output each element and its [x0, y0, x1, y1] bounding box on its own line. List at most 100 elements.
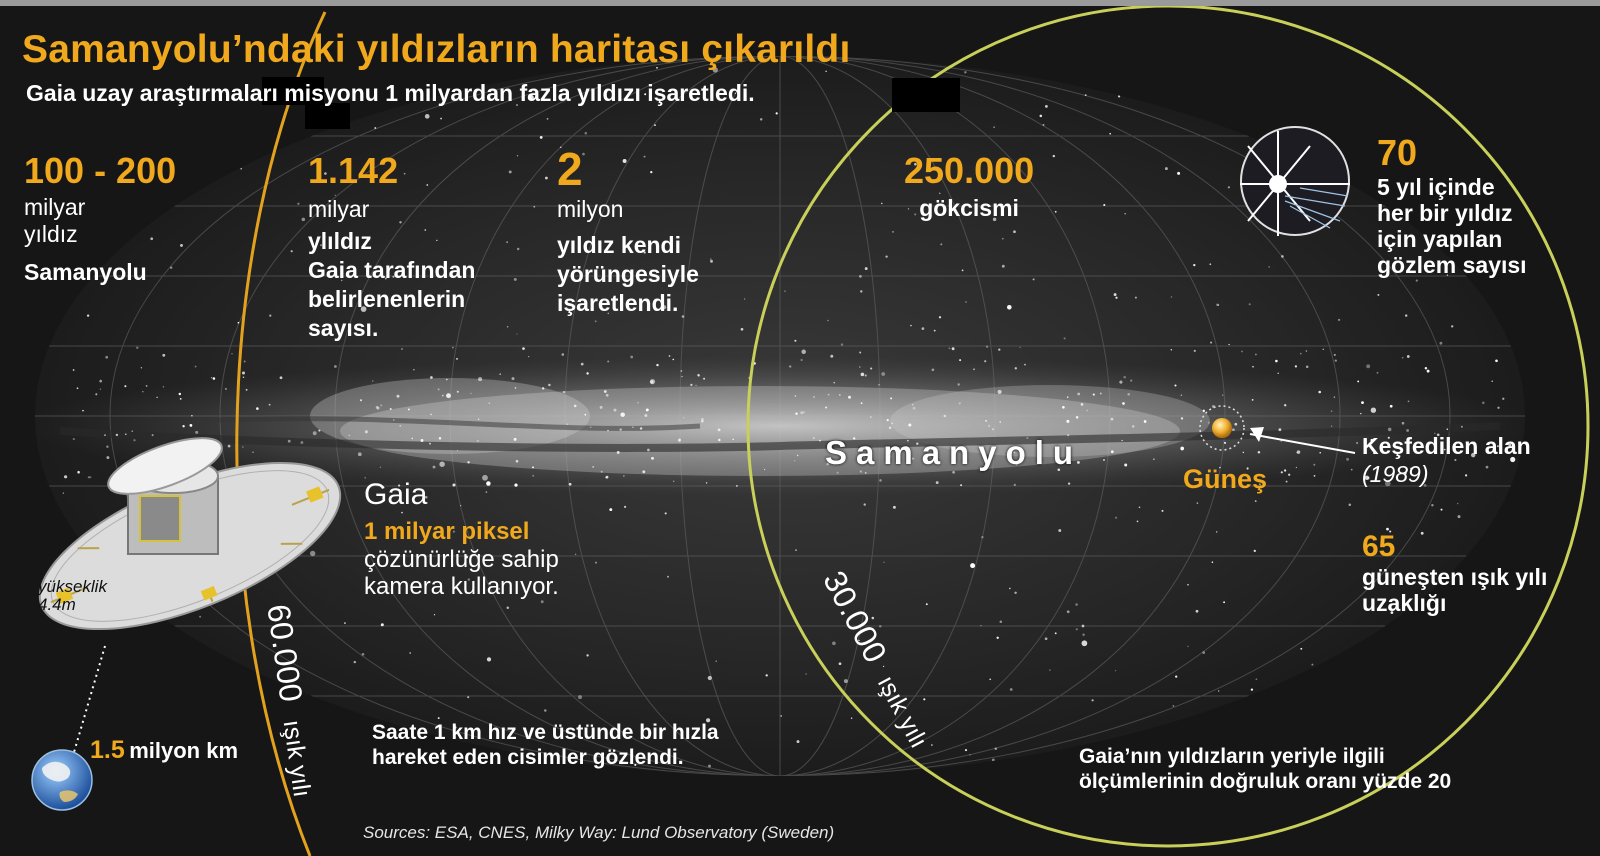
star-dot: [1121, 439, 1123, 442]
star-dot: [1454, 458, 1457, 462]
star-dot: [1251, 399, 1254, 401]
star-dot: [485, 74, 488, 77]
star-dot: [380, 623, 384, 627]
star-dot: [389, 408, 392, 410]
star-dot: [376, 406, 380, 410]
star-dot: [805, 673, 807, 675]
page-title: Samanyolu’ndaki yıldızların haritası çık…: [22, 28, 851, 71]
star-dot: [467, 578, 471, 581]
star-dot: [1346, 457, 1350, 461]
star-dot: [1255, 678, 1258, 681]
star-dot: [506, 325, 509, 328]
star-dot: [907, 439, 909, 442]
stat-line: milyon: [557, 196, 624, 222]
star-dot: [892, 231, 894, 233]
star-dot: [411, 437, 414, 440]
star-dot: [50, 664, 53, 667]
star-dot: [863, 503, 866, 506]
star-dot: [1281, 255, 1284, 258]
star-dot: [140, 367, 143, 369]
star-dot: [194, 365, 197, 368]
star-dot: [850, 717, 853, 719]
star-dot: [229, 720, 232, 724]
star-dot: [413, 369, 415, 371]
milky-way-map: [31, 6, 1590, 856]
star-dot: [800, 358, 803, 362]
star-dot: [1407, 400, 1410, 403]
stat-line: uzaklığı: [1362, 590, 1447, 616]
star-dot: [528, 355, 530, 358]
star-dot: [227, 444, 231, 448]
star-dot: [586, 654, 589, 657]
star-dot: [429, 442, 431, 445]
star-dot: [44, 721, 48, 725]
star-dot: [1202, 651, 1206, 654]
star-dot: [384, 277, 387, 280]
star-dot: [1218, 690, 1220, 692]
star-dot: [231, 353, 233, 355]
star-dot: [72, 438, 75, 441]
star-dot: [603, 390, 607, 393]
star-dot: [819, 439, 821, 442]
star-dot: [514, 387, 517, 389]
star-dot: [1091, 699, 1094, 702]
star-dot: [1424, 367, 1428, 370]
star-dot: [99, 388, 102, 390]
star-dot: [533, 205, 536, 208]
star-dot: [446, 393, 451, 399]
star-dot: [162, 353, 166, 357]
star-dot: [1322, 348, 1324, 350]
star-dot: [77, 470, 80, 474]
star-dot: [272, 717, 274, 719]
star-dot: [1114, 669, 1117, 672]
star-dot: [632, 426, 634, 429]
star-dot: [952, 470, 955, 474]
star-dot: [1195, 609, 1199, 613]
star-dot: [717, 428, 721, 432]
star-dot: [348, 434, 350, 436]
star-dot: [683, 417, 685, 419]
star-dot: [960, 484, 962, 487]
satellite-height-label: yükseklik 4.4m: [38, 578, 107, 614]
star-dot: [542, 387, 545, 390]
star-dot: [1377, 293, 1380, 296]
star-dot: [1420, 531, 1424, 535]
star-dot: [1257, 451, 1261, 454]
star-dot: [1180, 417, 1184, 420]
star-dot: [1338, 318, 1341, 321]
star-dot: [1370, 438, 1374, 442]
star-dot: [938, 192, 941, 195]
star-dot: [1245, 727, 1248, 730]
top-border: [0, 0, 1600, 6]
star-dot: [1385, 480, 1391, 487]
star-dot: [1015, 463, 1018, 466]
star-dot: [833, 382, 835, 384]
star-dot: [393, 419, 395, 421]
star-dot: [1054, 210, 1057, 213]
star-dot: [1037, 65, 1040, 68]
star-dot: [889, 447, 892, 450]
star-dot: [1099, 392, 1102, 395]
star-dot: [1007, 305, 1012, 310]
star-dot: [1057, 468, 1061, 471]
star-dot: [334, 365, 337, 368]
star-dot: [105, 355, 109, 359]
star-dot: [710, 259, 713, 263]
star-dot: [318, 429, 321, 432]
star-dot: [1067, 482, 1071, 485]
star-dot: [1401, 421, 1405, 425]
star-dot: [162, 386, 165, 388]
star-dot: [1076, 460, 1080, 464]
star-dot: [584, 413, 587, 416]
star-dot: [970, 563, 976, 569]
star-dot: [399, 425, 401, 427]
star-dot: [1075, 603, 1078, 606]
star-dot: [910, 324, 912, 327]
star-dot: [1373, 452, 1376, 455]
star-dot: [1187, 645, 1189, 648]
star-dot: [287, 439, 291, 443]
star-dot: [1013, 483, 1016, 487]
star-dot: [430, 376, 433, 379]
star-dot: [1278, 428, 1282, 432]
star-dot: [1084, 94, 1087, 96]
